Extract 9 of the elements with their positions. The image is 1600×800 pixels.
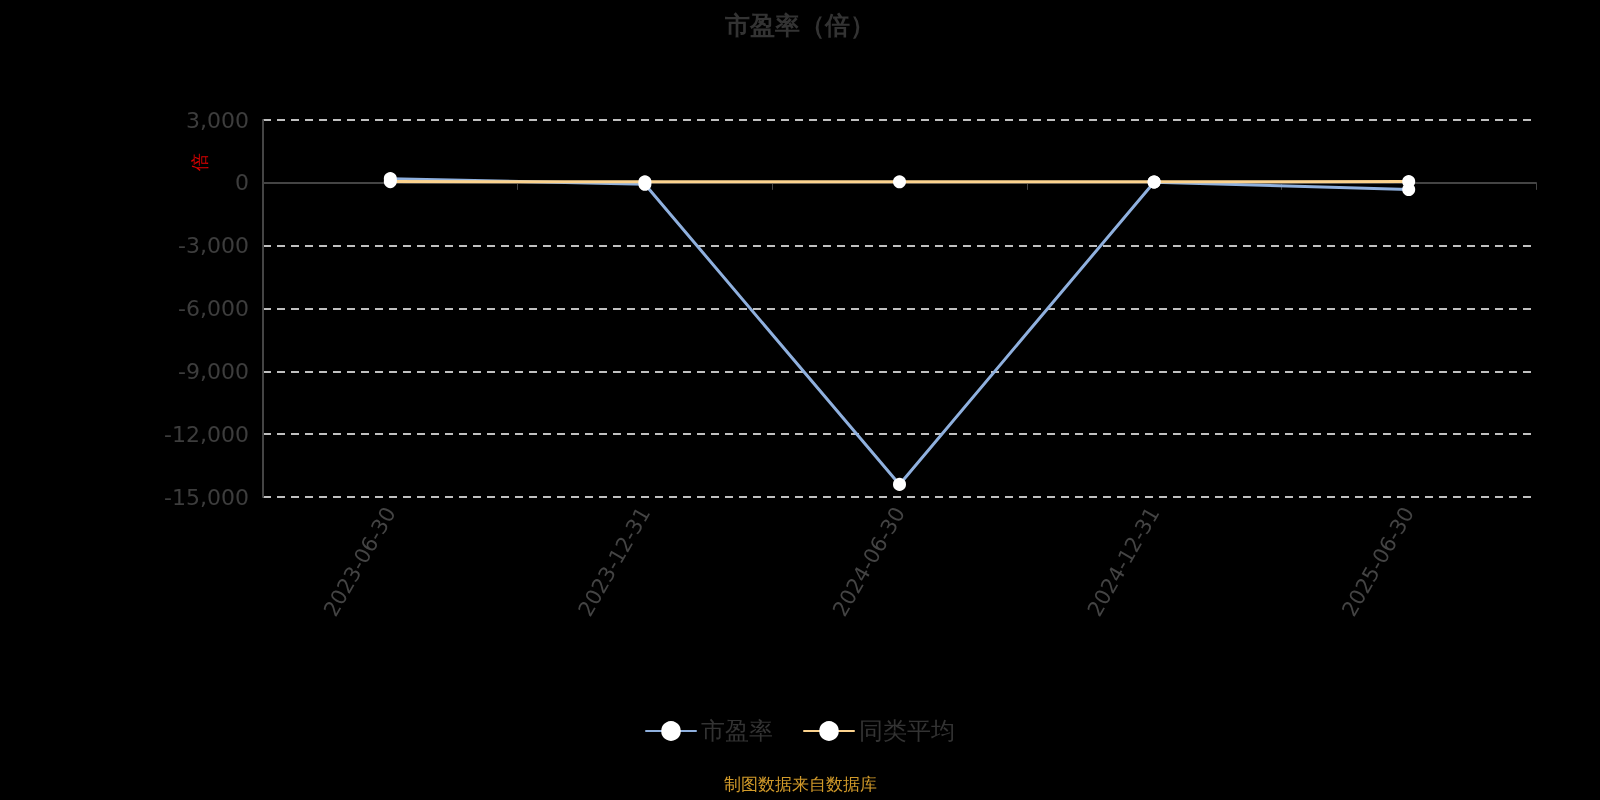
y-tick-label: 3,000 (186, 107, 249, 133)
text: 制图数据来自数据库 (723, 773, 877, 794)
y-tick-label: -15,000 (164, 484, 249, 510)
y-tick-label: -12,000 (164, 421, 249, 447)
y-tick-label: -3,000 (178, 233, 249, 259)
y-axis-title: 倍 (188, 153, 210, 171)
y-tick-label: -9,000 (178, 358, 249, 384)
y-tick-label: 0 (235, 170, 249, 196)
y-tick-label: -6,000 (178, 296, 249, 321)
